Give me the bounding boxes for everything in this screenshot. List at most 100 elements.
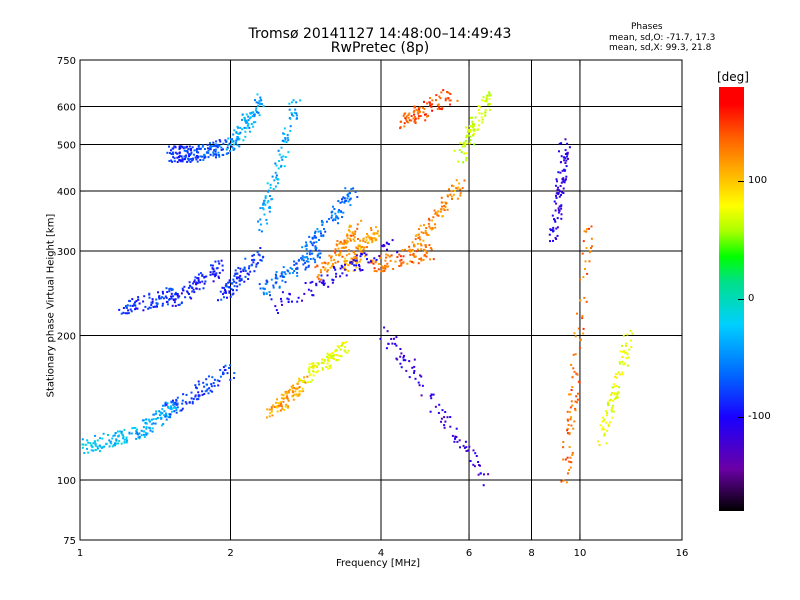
data-point (269, 412, 272, 415)
data-point (249, 270, 252, 273)
data-point (159, 411, 162, 414)
data-point (227, 281, 230, 284)
data-point (561, 169, 564, 172)
data-point (282, 266, 285, 269)
data-point (576, 401, 578, 404)
data-point (358, 265, 361, 268)
data-point (333, 208, 336, 210)
data-point (357, 238, 359, 240)
data-point (562, 441, 565, 443)
data-point (576, 398, 579, 401)
data-point (156, 302, 159, 305)
data-point (163, 414, 166, 417)
data-point (395, 344, 398, 347)
data-point (440, 420, 442, 423)
phase-heading: Phases (631, 22, 663, 32)
data-point (201, 390, 204, 393)
data-point (320, 278, 323, 281)
data-point (579, 278, 581, 281)
data-point (177, 296, 180, 299)
data-point (239, 274, 242, 277)
data-point (380, 270, 383, 273)
data-point (472, 132, 475, 135)
data-point (263, 293, 265, 296)
data-point (321, 358, 324, 361)
data-point (446, 416, 449, 419)
data-point (296, 274, 299, 277)
data-point (422, 239, 425, 242)
data-point (477, 473, 480, 476)
data-point (330, 256, 332, 259)
data-point (267, 189, 270, 192)
data-point (114, 444, 116, 447)
data-point (229, 149, 232, 152)
data-point (294, 108, 297, 111)
data-point (441, 201, 444, 204)
data-point (418, 384, 421, 387)
data-point (610, 408, 613, 411)
data-point (567, 157, 569, 160)
data-point (349, 260, 352, 263)
data-point (296, 266, 299, 269)
data-point (314, 245, 317, 248)
data-point (447, 97, 450, 99)
data-point (349, 239, 352, 242)
data-point (173, 299, 176, 302)
data-point (244, 135, 247, 138)
data-point (287, 389, 290, 392)
data-point (282, 275, 284, 278)
data-point (283, 271, 286, 274)
data-point (413, 120, 416, 123)
data-point (170, 297, 173, 300)
data-point (87, 441, 90, 444)
data-point (465, 450, 468, 452)
data-point (311, 294, 314, 297)
data-point (173, 403, 176, 406)
data-point (217, 384, 220, 387)
data-point (354, 230, 357, 233)
data-point (570, 424, 573, 427)
data-point (394, 260, 397, 263)
data-point (184, 146, 187, 149)
data-point (356, 247, 359, 250)
data-point (277, 404, 279, 407)
colorbar-tick-label: 100 (748, 175, 768, 187)
data-point (365, 236, 368, 239)
data-point (174, 151, 177, 154)
data-point (585, 230, 588, 233)
data-point (308, 368, 311, 371)
data-point (434, 405, 437, 408)
data-point (432, 258, 435, 261)
data-point (462, 142, 465, 145)
data-point (213, 384, 216, 387)
data-point (170, 406, 173, 409)
data-point (288, 108, 291, 111)
data-point (420, 248, 423, 251)
data-point (311, 280, 314, 283)
data-point (575, 395, 578, 398)
data-point (455, 427, 458, 430)
data-point (322, 234, 325, 237)
data-point (284, 397, 287, 400)
data-point (161, 412, 164, 415)
data-point (555, 202, 558, 205)
data-point (268, 408, 271, 411)
data-point (180, 159, 183, 162)
data-point (235, 139, 238, 142)
data-point (187, 148, 190, 150)
data-point (203, 276, 206, 279)
data-point (398, 253, 401, 256)
data-point (184, 401, 187, 404)
data-point (353, 250, 355, 253)
data-point (283, 275, 286, 278)
data-point (276, 277, 279, 280)
data-point (427, 222, 430, 225)
data-point (155, 418, 158, 420)
data-point (489, 108, 492, 111)
data-point (218, 271, 221, 274)
data-point (560, 155, 563, 158)
data-point (444, 206, 447, 208)
phase-mean-x: mean, sd,X: 99.3, 21.8 (609, 43, 712, 53)
data-point (205, 378, 208, 381)
data-point (423, 253, 426, 256)
